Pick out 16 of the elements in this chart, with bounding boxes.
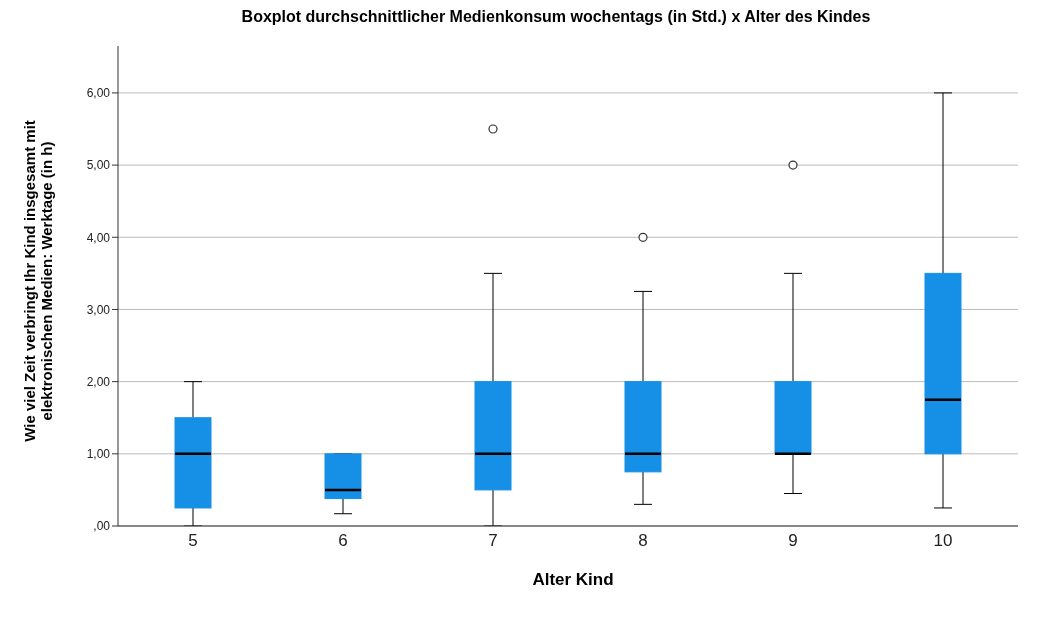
chart-title: Boxplot durchschnittlicher Medienkonsum wochentags (in Std.) x Alter des Kindes: [240, 8, 872, 26]
x-tick-label: 5: [188, 531, 198, 551]
y-tick-label: 2,00: [86, 374, 111, 389]
x-axis-title: Alter Kind: [531, 570, 615, 590]
y-tick-label: 6,00: [86, 86, 111, 101]
x-tick-label: 8: [638, 531, 648, 551]
x-tick-label: 6: [338, 531, 348, 551]
y-tick-label: 1,00: [86, 447, 111, 462]
y-axis-title: Wie viel Zeit verbringt Ihr Kind insgesamt mit elektronischen Medien: Werktage (in h): [21, 119, 55, 444]
x-tick-label: 10: [933, 531, 953, 551]
y-tick-label: 3,00: [86, 302, 111, 317]
y-tick-label: 5,00: [86, 158, 111, 173]
x-tick-label: 9: [788, 531, 798, 551]
y-tick-label: 4,00: [86, 230, 111, 245]
x-tick-label: 7: [488, 531, 498, 551]
y-tick-label: ,00: [93, 519, 111, 534]
